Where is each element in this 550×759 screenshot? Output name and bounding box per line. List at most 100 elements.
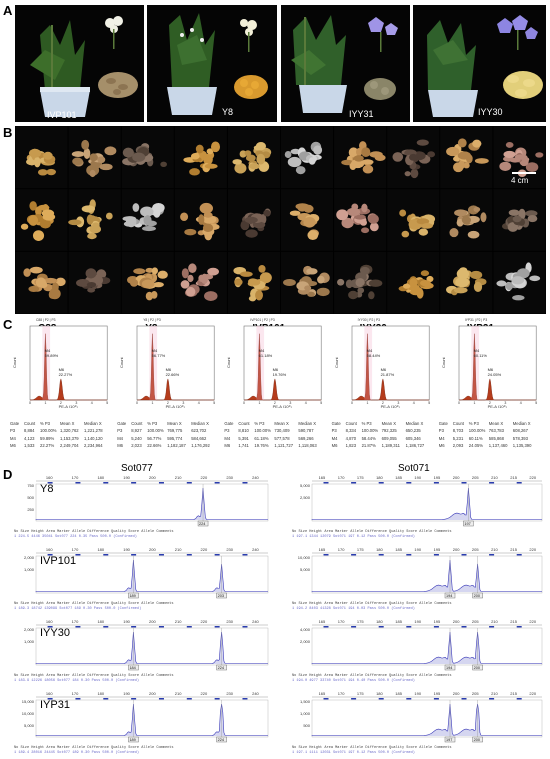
flow-gate-region <box>471 326 479 400</box>
tuber <box>152 203 165 213</box>
stats-header: % P3 <box>468 421 479 426</box>
bin-marker <box>351 482 357 484</box>
tuber <box>499 161 512 171</box>
trace-axis-tick: 205 <box>472 475 479 480</box>
tuber <box>87 233 97 240</box>
flow-cytometry-panel: C88 | P2 | P3C88CountPE-A (10⁶)012345M45… <box>10 318 546 458</box>
scale-label: 4 cm <box>511 176 529 185</box>
trace-axis-tick: 195 <box>434 691 441 696</box>
trace-sot077: 160 170 180 190 200 210 220 230 240 750 500 250 224 N… <box>12 473 274 541</box>
flow-m4-value: 56.77% <box>152 353 166 358</box>
flow-stats-table: Gate Count % P3 Mean X Median X P3 8,703 100.00… <box>439 421 542 451</box>
tuber <box>287 156 302 168</box>
flow-xtick: 2 <box>381 401 383 405</box>
trace-axis-tick: 175 <box>357 619 364 624</box>
tuber <box>303 204 314 213</box>
stats-cell: M4 <box>224 435 231 441</box>
trace-sample-name: IYY30 <box>40 627 70 639</box>
trace-frame <box>35 483 269 522</box>
flow-xtick: 0 <box>136 401 138 405</box>
flow-m6-value: 22.66% <box>166 372 180 377</box>
trace-axis-tick: 220 <box>529 691 536 696</box>
trace-axis-tick: 170 <box>72 475 79 480</box>
tuber <box>420 270 430 277</box>
tuber <box>133 268 146 275</box>
flow-axes <box>351 325 430 401</box>
stats-cell: 22.66% <box>147 443 162 448</box>
allele-table-row: 1 197.1 1111 12031 Sot071 197 0.12 Pass … <box>292 750 415 755</box>
panel-label-d: D <box>3 467 13 482</box>
trace-frame <box>35 555 269 594</box>
tuber <box>203 212 213 218</box>
tuber-tile <box>15 189 68 251</box>
stats-header: % P3 <box>254 421 265 426</box>
tuber <box>245 154 256 162</box>
tuber <box>253 145 265 151</box>
stats-row: P3 8,810 100.00% 730,409 590,787 <box>224 428 327 436</box>
bin-marker <box>158 482 164 484</box>
stats-row: P3 8,884 100.00% 1,320,762 1,221,278 <box>10 428 113 436</box>
tuber <box>361 227 370 234</box>
flow-xlabel: PE-A (10⁶) <box>487 404 507 408</box>
tuber <box>313 145 323 155</box>
tuber <box>463 162 470 169</box>
trace-line <box>311 703 542 736</box>
plant-photo-iyy31: IYY31 <box>281 5 410 122</box>
tuber <box>28 148 42 158</box>
tuber <box>362 164 374 174</box>
trace-axis-tick: 180 <box>97 619 104 624</box>
stats-cell: 24.05% <box>468 443 483 448</box>
bin-marker <box>516 482 522 484</box>
tuber <box>263 209 271 217</box>
stats-cell: P3 <box>438 428 444 433</box>
allele-table-header: No Size Height Area Marker Allele Differ… <box>14 673 174 678</box>
stats-cell: 4,870 <box>345 435 357 441</box>
trace-sot071: 165 170 175 180 185 190 195 200 205 210 215 220 4,00… <box>290 617 548 685</box>
tuber <box>505 141 514 148</box>
stats-cell: M6 <box>224 443 231 448</box>
tuber <box>204 163 218 169</box>
trace-frame <box>311 555 543 594</box>
trace-axis-tick: 200 <box>149 691 156 696</box>
tuber <box>28 215 39 226</box>
tuber <box>188 263 197 274</box>
flow-gate-label: IVP101 | P2 | P3 <box>250 318 275 322</box>
stats-row: M6 1,823 21.87% 1,189,311 1,186,727 <box>332 443 435 451</box>
tuber-grid-image <box>15 126 546 314</box>
stats-row: M4 4,870 58.44% 609,055 605,346 <box>332 436 435 444</box>
stats-cell: M6 <box>438 443 445 448</box>
allele-table-header: No Size Height Area Marker Allele Differ… <box>14 745 174 750</box>
allele-table-header: No Size Height Area Marker Allele Differ… <box>292 601 452 606</box>
tuber <box>392 152 404 162</box>
trace-axis-tick: 200 <box>453 619 460 624</box>
allele-table-row: 1 194.0 4977 33740 Sot071 194 0.40 Pass … <box>292 678 415 683</box>
trace-axis-tick: 195 <box>434 475 441 480</box>
stats-cell: 1,189,311 <box>381 443 400 448</box>
plant-label: IYY30 <box>478 107 503 117</box>
tuber <box>368 291 375 300</box>
trace-axis-tick: 215 <box>510 619 517 624</box>
stats-cell: M6 <box>331 443 338 448</box>
tuber <box>132 152 146 162</box>
peak-label: 194 <box>446 666 452 670</box>
peak-label: 189 <box>129 738 135 742</box>
peak-label-box <box>128 736 139 743</box>
flow-xtick: 2 <box>274 401 276 405</box>
bin-marker <box>158 698 164 700</box>
flow-m6-label: M6 <box>273 367 279 372</box>
trace-axis-tick: 205 <box>472 547 479 552</box>
bin-marker <box>406 482 412 484</box>
bin-marker <box>214 482 220 484</box>
stats-header: Mean X <box>167 421 182 426</box>
stats-cell: 8,703 <box>452 428 464 433</box>
flow-xtick: 4 <box>305 401 307 405</box>
trace-axis-tick: 220 <box>529 619 536 624</box>
tuber <box>357 287 365 294</box>
trace-plot: 165 170 175 180 185 190 195 200 205 210 215 220 4,00… <box>292 619 543 683</box>
trace-ytick: 1,000 <box>24 567 35 572</box>
stats-cell: P3 <box>224 428 230 433</box>
trace-axis-tick: 180 <box>376 691 383 696</box>
stats-cell: 1,221,278 <box>84 428 103 433</box>
